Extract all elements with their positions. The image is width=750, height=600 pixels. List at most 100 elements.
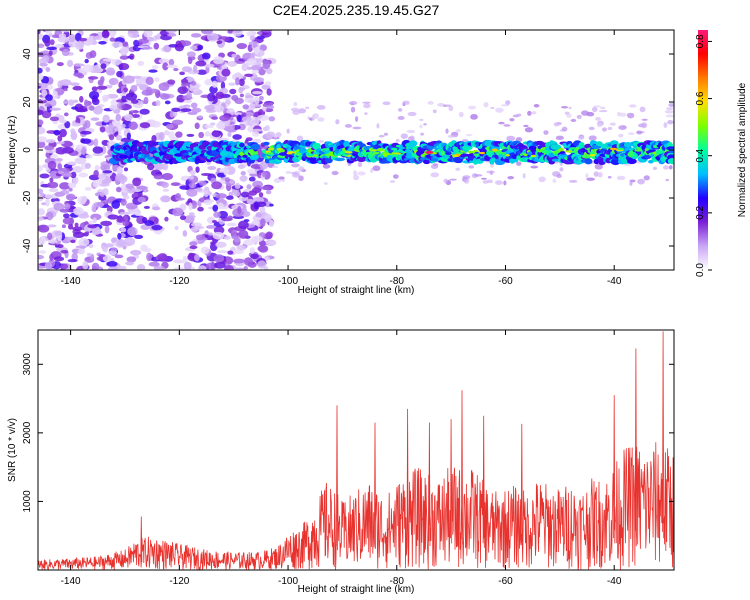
- spectrogram-cell: [420, 132, 424, 136]
- spectrogram-cell: [68, 33, 76, 43]
- spectrogram-cell: [72, 231, 85, 239]
- spectrogram-cell: [233, 112, 242, 116]
- snr-y-axis: 1000 2000 3000: [22, 353, 674, 513]
- spectrogram-cell: [455, 128, 461, 133]
- spectrogram-cell: [322, 164, 331, 169]
- spectrogram-cell: [45, 197, 50, 207]
- spectrogram-cell: [63, 88, 68, 92]
- spectrogram-cell: [38, 43, 45, 49]
- spectrogram-cell: [188, 214, 196, 219]
- spectrogram-cell: [668, 148, 674, 154]
- spectrogram-cell: [316, 104, 326, 110]
- spectrogram-cell: [165, 30, 177, 34]
- spectrogram-cell: [357, 161, 363, 168]
- spectrogram-cell: [607, 175, 612, 179]
- spectrogram-cell: [69, 82, 80, 86]
- spectrogram-cell: [260, 218, 266, 227]
- spectrogram-cell: [119, 46, 129, 55]
- spectrogram-cell: [38, 126, 46, 135]
- spectrogram-cell: [124, 237, 136, 246]
- spectrogram-cell: [146, 252, 152, 262]
- spectrogram-cell: [130, 249, 142, 256]
- spectrogram-cell: [353, 174, 360, 181]
- spectrogram-cell: [376, 147, 385, 152]
- spectrogram-cell: [64, 121, 71, 129]
- spectrogram-cell: [153, 174, 165, 180]
- spectrogram-cell: [225, 99, 231, 105]
- spectrogram-cell: [226, 195, 234, 200]
- spectrogram-cell: [232, 30, 243, 37]
- spectrogram-cell: [111, 41, 124, 48]
- spectrogram-cell: [188, 182, 197, 189]
- spectrogram-cell: [161, 253, 167, 262]
- spectrogram-cell: [115, 113, 122, 122]
- spectrogram-cell: [136, 264, 146, 270]
- spectrogram-cell: [597, 171, 603, 178]
- spectrogram-cell: [134, 234, 144, 240]
- spectrogram-cell: [251, 154, 260, 159]
- spectrogram-cell: [143, 96, 149, 105]
- spectrogram-cell: [172, 207, 184, 217]
- spectrogram-cell: [44, 261, 53, 270]
- spectrogram-cell: [61, 224, 67, 229]
- spectrogram-cell: [38, 109, 44, 116]
- spectrogram-cell: [419, 118, 424, 121]
- spectrogram-cell: [271, 165, 279, 168]
- spectrogram-cell: [88, 35, 94, 45]
- spectrogram-cell: [167, 79, 176, 85]
- spectrogram-cell: [179, 185, 190, 190]
- spectrogram-cell: [233, 249, 244, 255]
- spectrogram-cell: [84, 99, 89, 108]
- spectrogram-cell: [94, 165, 100, 171]
- spectrogram-cell: [593, 105, 602, 108]
- spectrogram-cell: [479, 151, 486, 155]
- spectrogram-cell: [123, 167, 129, 172]
- spectrogram-cell: [171, 107, 181, 113]
- spectrogram-cell: [45, 94, 53, 101]
- colorbar: 0.0 0.2 0.4 0.6 0.8 Normalized spectral ampl…: [695, 30, 748, 277]
- x-tick-label: -100: [278, 576, 298, 587]
- spectrogram-cell: [234, 182, 241, 189]
- spectrogram-cell: [318, 139, 325, 143]
- spectrogram-cell: [118, 62, 130, 71]
- spectrogram-cell: [280, 149, 285, 152]
- spectrogram-cell: [448, 105, 454, 112]
- spectrogram-cell: [243, 239, 255, 246]
- spectrogram-cell: [168, 58, 175, 66]
- spectrogram-cell: [209, 122, 216, 126]
- spectrogram-cell: [238, 78, 245, 87]
- spectrogram-cell: [158, 82, 170, 92]
- spectrogram-cell: [75, 245, 87, 249]
- spectrogram-cell: [543, 130, 549, 135]
- spectrogram-cell: [551, 158, 560, 162]
- spectrogram-cell: [56, 62, 64, 67]
- spectrogram-cell: [663, 122, 668, 129]
- spectrogram-cell: [137, 60, 145, 66]
- spectrogram-cell: [455, 167, 460, 171]
- spectrogram-cell: [362, 101, 371, 104]
- spectrogram-cell: [195, 234, 206, 241]
- spectrogram-cell: [251, 128, 263, 132]
- spectrogram-cell: [87, 224, 98, 229]
- spectrogram-cell: [191, 107, 202, 113]
- spectrogram-cell: [258, 244, 269, 253]
- spectrogram-cell: [175, 197, 185, 201]
- spectrogram-cell: [179, 215, 187, 221]
- spectrogram-cell: [505, 100, 511, 105]
- spectrogram-cell: [483, 101, 489, 108]
- spectrogram-cell: [215, 91, 225, 100]
- spectrogram-cell: [234, 267, 246, 270]
- spectrogram-cell: [595, 141, 603, 147]
- spectrogram-cell: [195, 187, 203, 192]
- spectrogram-cell: [419, 124, 423, 129]
- spectrogram-cell: [298, 108, 307, 114]
- spectrogram-peak: [425, 150, 434, 154]
- spectrogram-x-axis: -140 -120 -100 -80 -60 -40: [61, 30, 622, 287]
- spectrogram-cell: [93, 201, 105, 208]
- spectrogram-cell: [641, 122, 648, 129]
- spectrogram-cell: [142, 46, 153, 50]
- spectrogram-cell: [458, 111, 464, 118]
- spectrogram-cell: [66, 161, 77, 166]
- spectrogram-cell: [378, 134, 385, 138]
- spectrogram-cell: [98, 182, 110, 187]
